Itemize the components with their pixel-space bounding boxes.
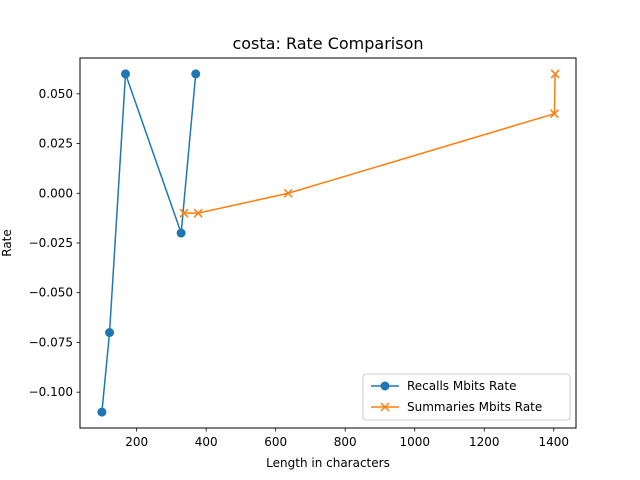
legend-marker-2-stroke: [380, 402, 390, 412]
data-point-series-1: [191, 69, 201, 79]
y-tick-label: −0.075: [29, 335, 73, 349]
data-point-series-2-stroke: [193, 208, 203, 218]
data-point-series-2-stroke: [179, 208, 189, 218]
y-tick-label: 0.000: [39, 186, 73, 200]
y-axis-label: Rate: [0, 229, 14, 257]
data-point-series-1: [176, 228, 186, 238]
legend: Recalls Mbits Rate Summaries Mbits Rate: [362, 373, 571, 421]
y-tick-label: 0.050: [39, 87, 73, 101]
series-layer: [97, 69, 560, 417]
x-axis: 200 400 600 800 1000 1200 1400: [125, 428, 569, 449]
data-point-series-2: [550, 69, 560, 79]
data-point-series-2-stroke: [549, 109, 559, 119]
x-tick-label: 600: [264, 435, 287, 449]
y-tick-label: −0.050: [29, 286, 73, 300]
x-tick-label: 200: [125, 435, 148, 449]
data-point-series-2: [549, 109, 559, 119]
data-point-series-1: [97, 407, 107, 417]
data-point-series-1: [105, 328, 115, 338]
legend-marker-1: [380, 381, 390, 391]
legend-label-2: Summaries Mbits Rate: [407, 400, 542, 414]
data-point-series-1: [121, 69, 131, 79]
x-tick-label: 800: [334, 435, 357, 449]
data-point-series-2: [283, 188, 293, 198]
y-tick-label: 0.025: [39, 137, 73, 151]
x-tick-label: 1400: [538, 435, 569, 449]
x-tick-label: 1200: [469, 435, 500, 449]
legend-label-1: Recalls Mbits Rate: [407, 379, 516, 393]
legend-box: [362, 373, 571, 421]
data-point-series-2: [193, 208, 203, 218]
y-axis: −0.100 −0.075 −0.050 −0.025 0.000 0.025 0.050: [29, 87, 80, 399]
x-axis-label: Length in characters: [266, 456, 390, 470]
x-tick-label: 400: [195, 435, 218, 449]
data-point-series-2-stroke: [550, 69, 560, 79]
legend-marker-2: [380, 402, 390, 412]
y-tick-label: −0.100: [29, 385, 73, 399]
chart-title: costa: Rate Comparison: [232, 34, 423, 53]
y-tick-label: −0.025: [29, 236, 73, 250]
data-point-series-2: [179, 208, 189, 218]
x-tick-label: 1000: [399, 435, 430, 449]
data-point-series-2-stroke: [283, 188, 293, 198]
